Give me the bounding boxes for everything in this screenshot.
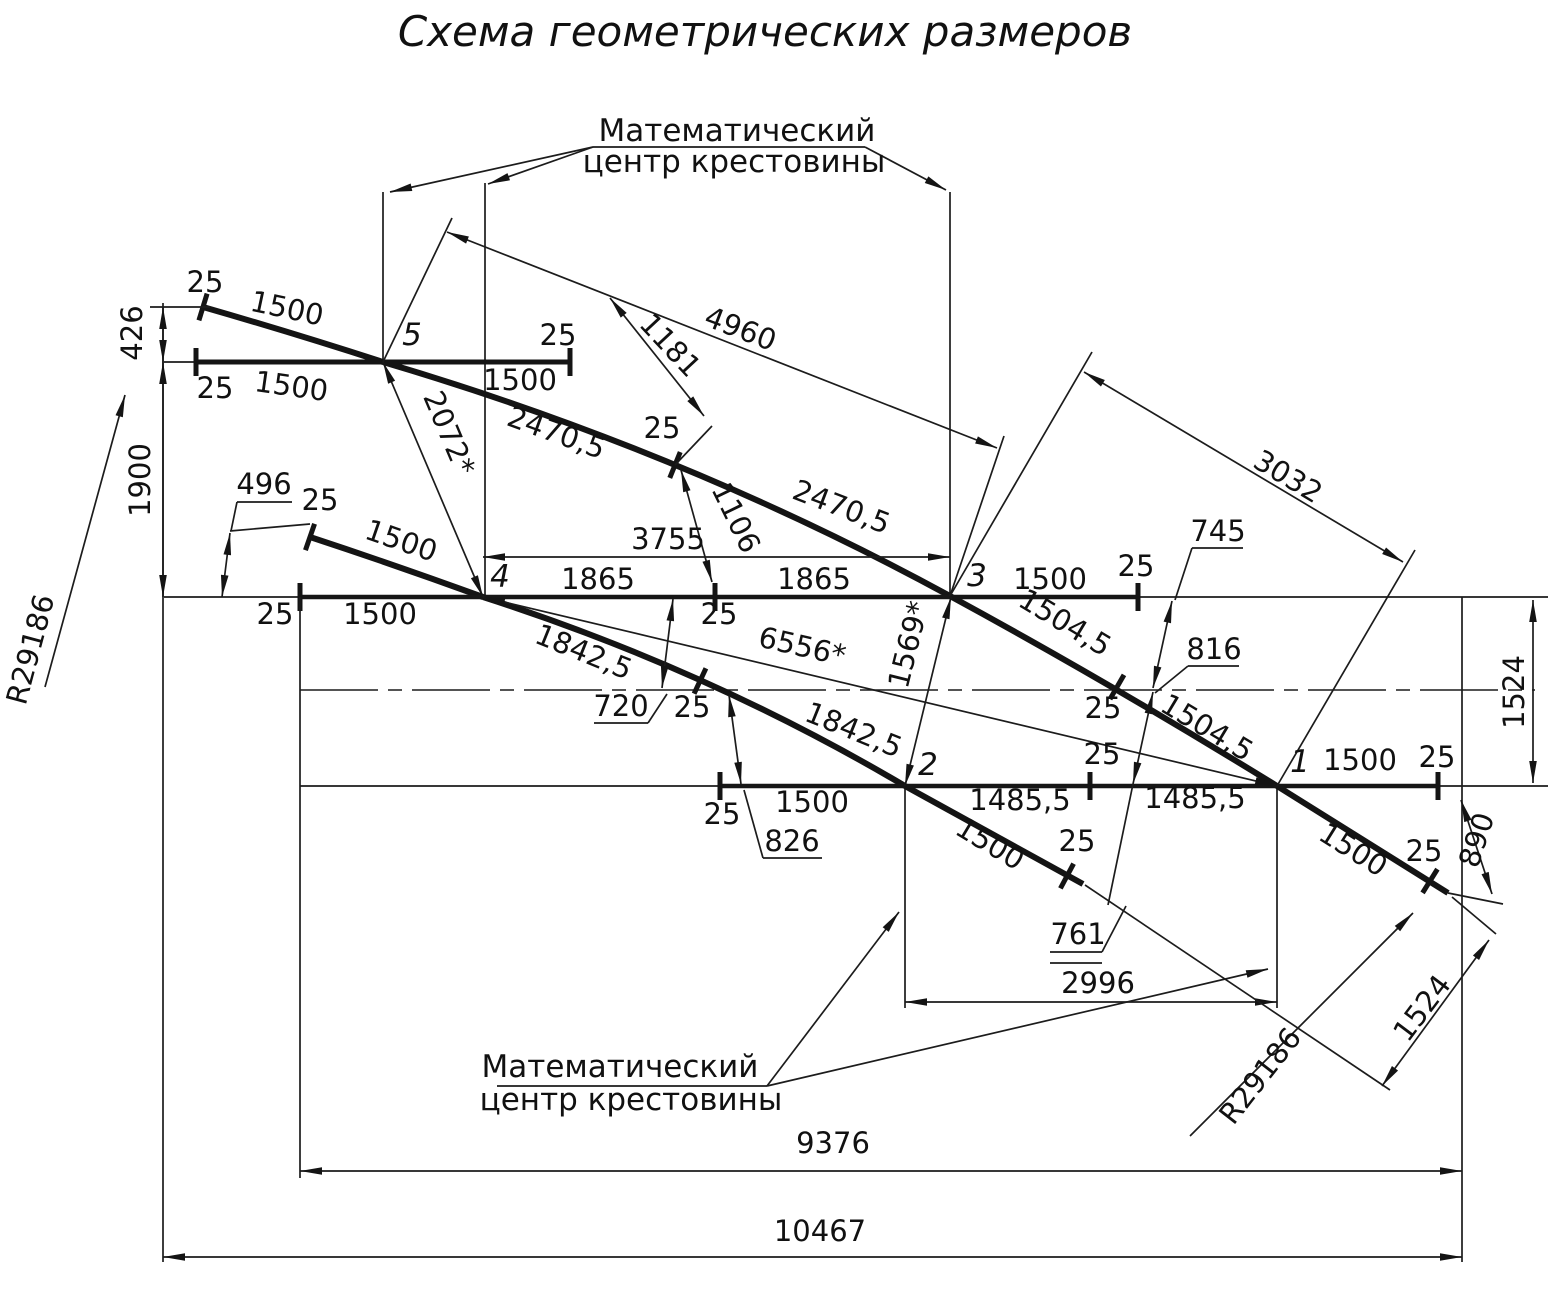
dim-496: 496 (236, 467, 291, 501)
dim-1485-5-a: 1485,5 (969, 783, 1070, 817)
dim-radius-bottom: R29186 (1212, 1021, 1308, 1131)
point-4: 4 (490, 559, 510, 595)
dim-1500-lower-left: 1500 (775, 785, 849, 819)
dim-2996: 2996 (1061, 966, 1135, 1000)
dim-1500-branch2: 1500 (950, 810, 1031, 877)
dim-10467: 10467 (774, 1214, 866, 1248)
dim-4960: 4960 (700, 300, 781, 358)
dim-1500-branch1: 1500 (1313, 816, 1394, 884)
text-labels: Схема геометрических размеров Математичес… (0, 7, 1531, 1248)
dim-745: 745 (1190, 514, 1245, 548)
dim-25-track5-right: 25 (540, 318, 577, 352)
dim-745-line (1152, 600, 1173, 689)
dim-1524-right: 1524 (1497, 655, 1531, 729)
dim-2470-5-b: 2470,5 (788, 473, 895, 541)
math-center-top-line2: центр крестовины (583, 144, 886, 180)
math-center-bottom-line1: Математический (482, 1049, 759, 1085)
dim-9376: 9376 (796, 1126, 870, 1160)
dim-radius-left: R29186 (0, 591, 61, 708)
dim-1900: 1900 (123, 443, 157, 517)
dim-25-joint-a: 25 (644, 411, 681, 445)
dim-3032: 3032 (1248, 443, 1329, 510)
dim-2072-line (382, 361, 484, 598)
dim-1842-5-a: 1842,5 (530, 617, 637, 687)
point-3: 3 (967, 558, 987, 594)
dim-25-joint-b: 25 (674, 690, 711, 724)
dim-25-main-right: 25 (1118, 549, 1155, 583)
dim-816-line (1132, 691, 1154, 785)
dim-890-line (1460, 799, 1493, 895)
dim-1500-track5-right: 1500 (483, 363, 557, 397)
dim-1181-line (609, 297, 705, 417)
dim-1106: 1106 (705, 477, 768, 558)
dim-1524-diag-line (1381, 939, 1490, 1087)
dim-25-curve2-end: 25 (302, 483, 339, 517)
dim-826: 826 (764, 824, 819, 858)
dim-720-line (660, 598, 675, 689)
dim-1500-lower-right: 1500 (1323, 743, 1397, 777)
dim-25-track5-left: 25 (197, 371, 234, 405)
dim-1500-main-left: 1500 (343, 597, 417, 631)
radius-leader-bottom (1189, 912, 1414, 1137)
dim-25-branch1: 25 (1406, 834, 1443, 868)
dim-761: 761 (1050, 917, 1105, 951)
dim-1106-line (680, 469, 713, 583)
dim-826-line (728, 694, 742, 785)
dim-1485-5-b: 1485,5 (1144, 781, 1245, 815)
dim-1569-line (904, 596, 952, 787)
dim-1524-diag: 1524 (1386, 968, 1458, 1047)
dim-4960-line (446, 231, 998, 449)
point-1: 1 (1290, 744, 1310, 780)
dim-25-joint-c: 25 (1085, 691, 1122, 725)
dim-890: 890 (1452, 808, 1501, 871)
point-2: 2 (918, 747, 938, 783)
radius-leader-left (44, 394, 126, 688)
dim-25-main-mid: 25 (701, 597, 738, 631)
track-curve-after-1 (1275, 783, 1450, 896)
dimension-lines (44, 146, 1537, 1262)
dim-25-main-left: 25 (257, 597, 294, 631)
dim-25-branch2: 25 (1059, 824, 1096, 858)
dim-25-lower-left: 25 (704, 797, 741, 831)
dim-1865-b: 1865 (777, 562, 851, 596)
math-center-bottom-line2: центр крестовины (480, 1082, 783, 1118)
track-curve-upper-start (202, 304, 384, 365)
drawing-title: Схема геометрических размеров (398, 7, 1132, 56)
math-center-top-line1: Математический (599, 113, 876, 149)
dim-2470-5-a: 2470,5 (503, 399, 610, 466)
dim-25-lower-mid: 25 (1084, 737, 1121, 771)
dim-3032-line (1083, 371, 1404, 563)
dim-1500-main-right: 1500 (1013, 562, 1087, 596)
dim-1504-5-b: 1504,5 (1155, 687, 1260, 768)
point-5: 5 (402, 317, 422, 353)
dim-25-curve1-end: 25 (187, 265, 224, 299)
dim-496-line (220, 532, 232, 598)
track-curve-after-2 (903, 783, 1085, 887)
dim-1569: 1569* (881, 598, 935, 692)
dim-25-lower-right: 25 (1419, 740, 1456, 774)
dim-1865-a: 1865 (561, 562, 635, 596)
dim-720: 720 (593, 689, 648, 723)
dim-816: 816 (1186, 632, 1241, 666)
dim-1181: 1181 (633, 307, 708, 384)
dim-1500-track5-left: 1500 (252, 364, 330, 408)
dim-3755: 3755 (631, 522, 705, 556)
dim-2072: 2072* (416, 386, 482, 481)
dim-426: 426 (115, 305, 149, 360)
